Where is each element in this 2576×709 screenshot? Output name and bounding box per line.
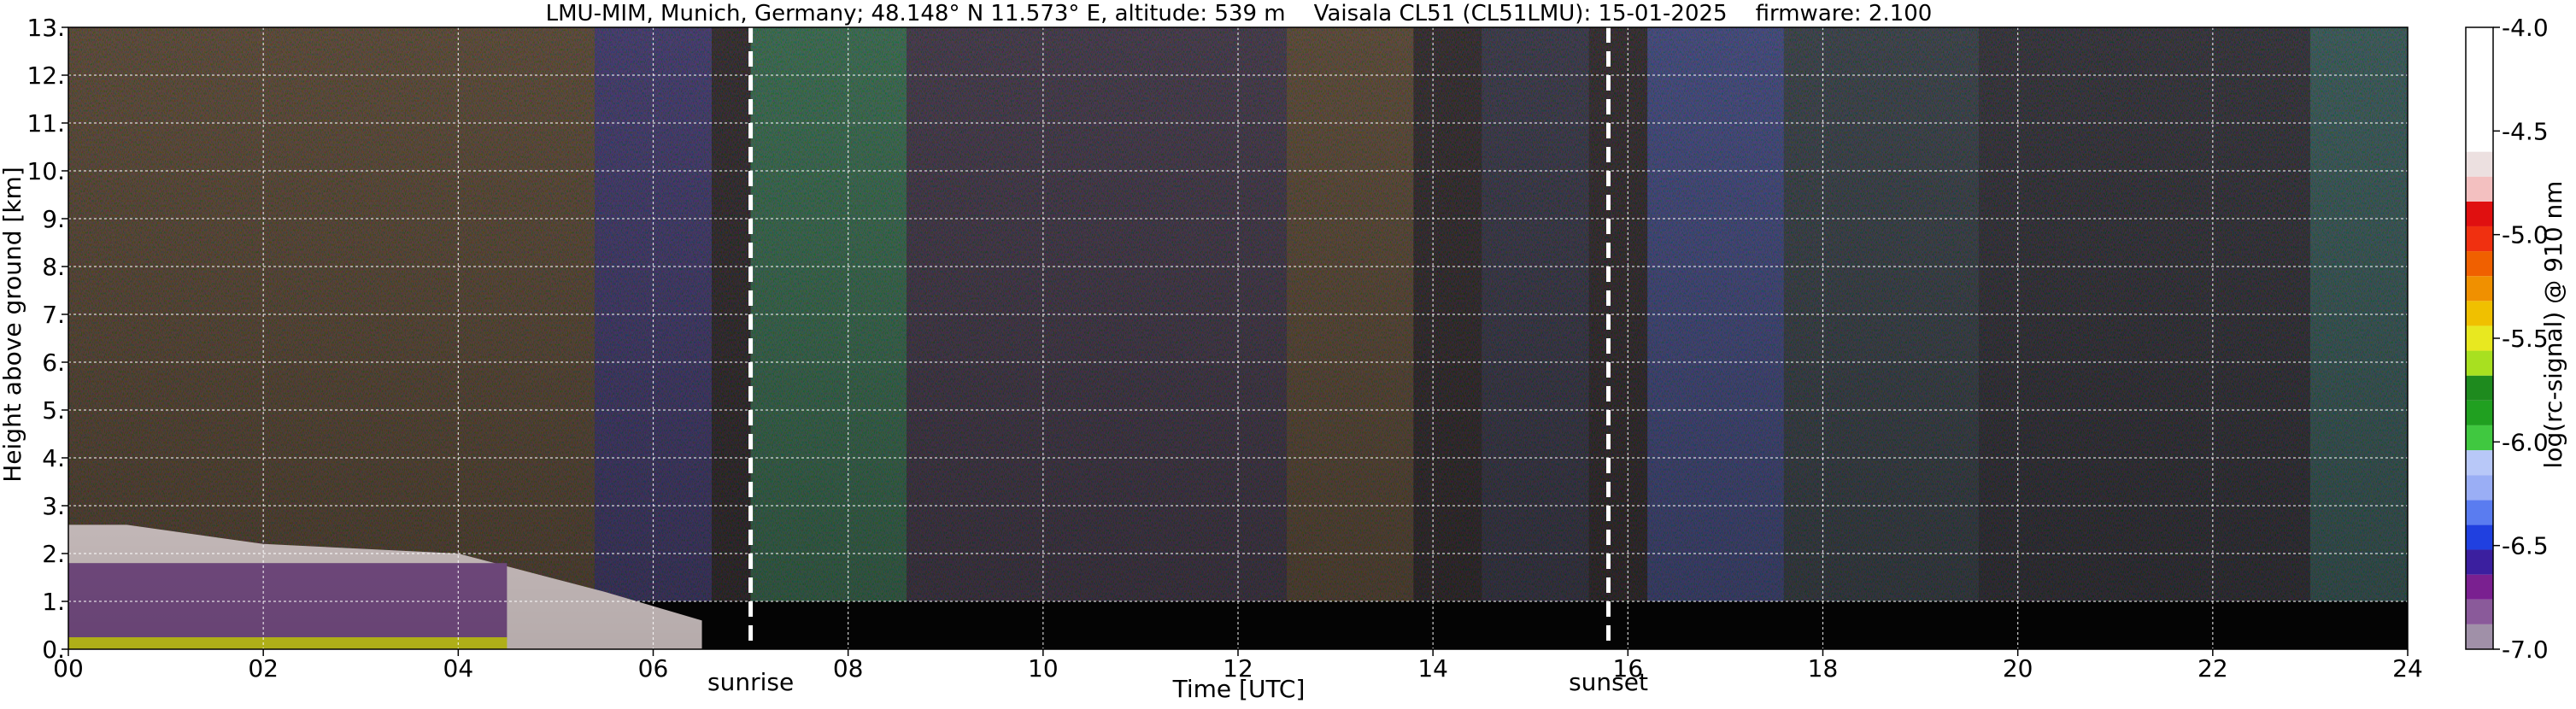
y-tick-label: 5. <box>42 396 65 425</box>
chart-title: LMU-MIM, Munich, Germany; 48.148° N 11.5… <box>546 1 1933 26</box>
colorbar-swatch <box>2466 151 2493 177</box>
grid <box>68 27 2408 649</box>
colorbar-swatch <box>2466 475 2493 501</box>
x-tick-label: 22 <box>2198 654 2228 683</box>
colorbar-tick-label: -6.0 <box>2502 428 2549 456</box>
colorbar-swatch <box>2466 450 2493 476</box>
colorbar: -7.0 -6.5 -6.0 -5.5 -5.0 -4.5 -4.0 <box>2465 14 2549 664</box>
y-tick-label: 9. <box>42 205 65 233</box>
x-tick-label: 10 <box>1028 654 1059 683</box>
y-axis-ticks: 0. 1. 2. 3. 4. 5. 6. 7. 8. 9. 10. 11. 12. 13. <box>26 14 68 664</box>
y-tick-label: 7. <box>42 301 65 329</box>
colorbar-swatch <box>2466 176 2493 202</box>
colorbar-swatch <box>2466 325 2493 351</box>
x-tick-label: 06 <box>638 654 669 683</box>
colorbar-tick-label: -4.0 <box>2502 14 2549 42</box>
x-tick-label: 24 <box>2392 654 2423 683</box>
colorbar-swatch <box>2466 599 2493 624</box>
y-tick-label: 13. <box>26 14 65 42</box>
colorbar-swatch <box>2466 201 2493 226</box>
annotation-sunset: sunset <box>1569 668 1648 696</box>
x-tick-label: 08 <box>833 654 864 683</box>
x-tick-label: 14 <box>1417 654 1448 683</box>
colorbar-swatch <box>2466 624 2493 649</box>
x-tick-label: 20 <box>2003 654 2033 683</box>
colorbar-tick-label: -7.0 <box>2502 636 2549 664</box>
y-tick-label: 10. <box>26 157 65 185</box>
colorbar-swatch <box>2466 425 2493 451</box>
y-axis-label: Height above ground [km] <box>0 167 26 483</box>
x-tick-label: 16 <box>1613 654 1644 683</box>
y-tick-label: 3. <box>42 492 65 520</box>
x-axis-label: Time [UTC] <box>1172 675 1306 703</box>
colorbar-tick-label: -5.5 <box>2502 325 2549 353</box>
colorbar-label: log(rc-signal) @ 910 nm <box>2539 181 2567 469</box>
x-axis-ticks: 00 02 04 06 08 10 12 14 16 18 20 22 24 <box>53 649 2423 683</box>
y-tick-label: 2. <box>42 540 65 568</box>
colorbar-tick-label: -4.5 <box>2502 117 2549 145</box>
x-tick-label: 12 <box>1223 654 1253 683</box>
colorbar-swatch <box>2466 524 2493 550</box>
colorbar-swatch <box>2466 27 2493 152</box>
y-tick-label: 0. <box>42 636 65 664</box>
y-tick-label: 12. <box>26 62 65 90</box>
colorbar-tick-label: -5.0 <box>2502 221 2549 249</box>
colorbar-swatch <box>2466 549 2493 575</box>
colorbar-swatch <box>2466 301 2493 326</box>
annotations: sunrise sunset <box>707 668 1648 696</box>
y-tick-label: 11. <box>26 109 65 138</box>
colorbar-swatch <box>2466 400 2493 425</box>
x-tick-label: 00 <box>53 654 84 683</box>
x-tick-label: 02 <box>248 654 279 683</box>
colorbar-tick-label: -6.5 <box>2502 532 2549 560</box>
colorbar-swatch <box>2466 251 2493 277</box>
x-tick-label: 18 <box>1808 654 1839 683</box>
colorbar-swatch <box>2466 574 2493 600</box>
colorbar-swatch <box>2466 226 2493 252</box>
colorbar-swatch <box>2466 375 2493 401</box>
colorbar-swatch <box>2466 276 2493 302</box>
x-tick-label: 04 <box>443 654 474 683</box>
annotation-sunrise: sunrise <box>707 668 794 696</box>
y-tick-label: 8. <box>42 253 65 281</box>
y-tick-label: 1. <box>42 588 65 616</box>
colorbar-swatch <box>2466 500 2493 525</box>
y-tick-label: 6. <box>42 349 65 377</box>
sun-event-lines <box>748 27 1611 649</box>
colorbar-swatch <box>2466 350 2493 376</box>
y-tick-label: 4. <box>42 444 65 472</box>
